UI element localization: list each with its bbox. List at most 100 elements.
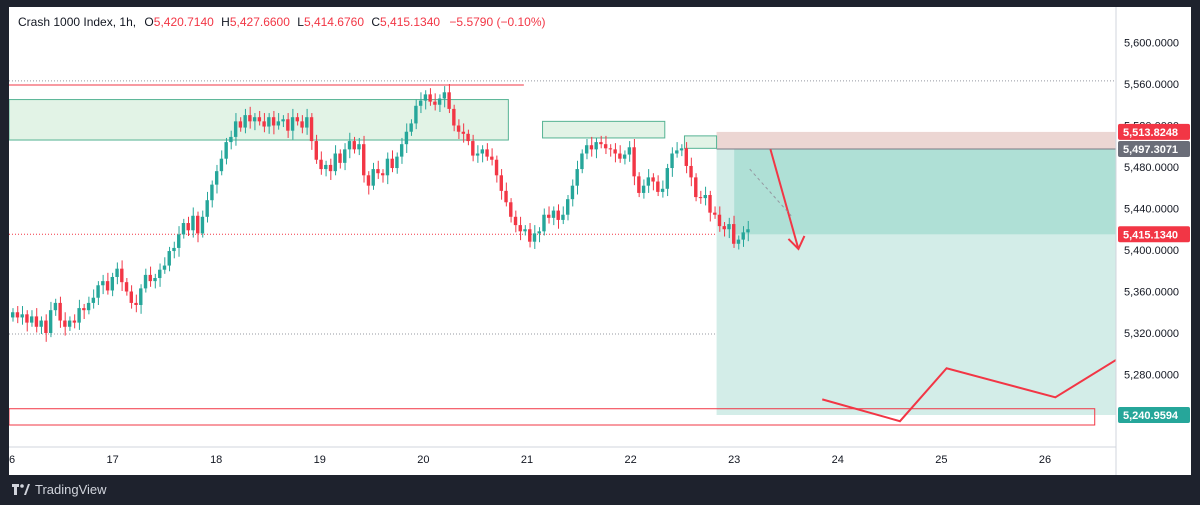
candle-body bbox=[494, 159, 499, 176]
candle-body bbox=[456, 125, 461, 132]
candle-body bbox=[347, 141, 352, 150]
candle-body bbox=[613, 149, 617, 154]
candle-body bbox=[371, 169, 375, 186]
high-value: 5,427.6600 bbox=[229, 15, 290, 29]
candle-body bbox=[105, 281, 110, 291]
y-tick-label: 5,320.0000 bbox=[1124, 328, 1179, 340]
candle-body bbox=[148, 274, 152, 282]
chart-area[interactable]: 5,600.00005,560.00005,520.00005,480.0000… bbox=[9, 7, 1191, 475]
high-label: H bbox=[221, 15, 230, 29]
candle-body bbox=[694, 177, 698, 198]
candle-body bbox=[466, 133, 470, 142]
candle-body bbox=[333, 153, 337, 172]
candle-body bbox=[689, 165, 693, 178]
supply-zone-1 bbox=[542, 120, 666, 139]
candle-body bbox=[143, 274, 148, 289]
candle-body bbox=[499, 175, 503, 191]
candle-body bbox=[11, 312, 15, 318]
candle-body bbox=[390, 158, 394, 169]
tradingview-logo-icon bbox=[12, 483, 30, 495]
candle-body bbox=[584, 145, 589, 154]
candle-body bbox=[594, 142, 598, 150]
candle-body bbox=[53, 302, 58, 311]
candle-body bbox=[305, 117, 309, 128]
candle-body bbox=[120, 268, 124, 283]
candle-body bbox=[25, 314, 29, 323]
candle-body bbox=[433, 101, 437, 105]
candle-body bbox=[656, 181, 660, 192]
candle-body bbox=[376, 169, 380, 174]
candle-body bbox=[352, 141, 356, 150]
candle-body bbox=[713, 212, 717, 215]
brand-name: TradingView bbox=[35, 482, 107, 497]
candle-body bbox=[404, 131, 409, 145]
candle-body bbox=[722, 226, 726, 230]
x-tick-label: 22 bbox=[624, 454, 636, 466]
candle-body bbox=[513, 216, 518, 226]
candle-body bbox=[660, 188, 665, 192]
candle-body bbox=[314, 141, 318, 160]
x-tick-label: 17 bbox=[106, 454, 118, 466]
candle-body bbox=[395, 156, 399, 169]
open-label: O bbox=[144, 15, 154, 29]
candle-body bbox=[414, 105, 418, 124]
candle-body bbox=[646, 177, 651, 186]
close-value: 5,415.1340 bbox=[380, 15, 441, 29]
candle-body bbox=[732, 224, 736, 244]
candle-body bbox=[257, 117, 262, 122]
candle-body bbox=[267, 117, 271, 127]
candle-body bbox=[575, 169, 579, 186]
price-tag-bg bbox=[1118, 407, 1190, 424]
candle-body bbox=[276, 121, 281, 126]
x-tick-label: 25 bbox=[935, 454, 947, 466]
y-tick-label: 5,600.0000 bbox=[1124, 38, 1179, 50]
candle-body bbox=[324, 164, 328, 170]
dashed-projection bbox=[749, 168, 792, 217]
candle-body bbox=[34, 316, 39, 327]
candle-body bbox=[262, 121, 266, 127]
candle-body bbox=[20, 314, 24, 318]
candle-body bbox=[96, 285, 100, 298]
candle-body bbox=[537, 231, 541, 234]
y-tick-label: 5,560.0000 bbox=[1124, 79, 1179, 91]
candle-body bbox=[703, 195, 707, 199]
candle-body bbox=[205, 200, 209, 217]
candle-body bbox=[243, 115, 247, 128]
candle-body bbox=[509, 202, 513, 217]
candle-body bbox=[295, 117, 300, 122]
candle-body bbox=[580, 153, 584, 170]
candle-body bbox=[556, 210, 560, 220]
stop-loss-zone bbox=[716, 131, 1118, 150]
candle-body bbox=[281, 119, 285, 122]
candle-body bbox=[67, 320, 72, 327]
candle-body bbox=[153, 278, 157, 282]
candle-body bbox=[101, 281, 105, 286]
candle-body bbox=[518, 225, 522, 232]
candle-body bbox=[210, 184, 214, 201]
price-tag-label: 5,415.1340 bbox=[1123, 229, 1178, 241]
candle-body bbox=[15, 312, 20, 318]
candle-body bbox=[290, 117, 295, 131]
candle-body bbox=[442, 92, 447, 99]
candle-body bbox=[428, 94, 432, 102]
candle-body bbox=[651, 177, 655, 182]
price-chart[interactable]: 5,600.00005,560.00005,520.00005,480.0000… bbox=[9, 7, 1191, 475]
ohlc-legend: Crash 1000 Index, 1h, O5,420.7140 H5,427… bbox=[18, 15, 546, 29]
brand[interactable]: TradingView bbox=[12, 482, 107, 497]
candle-body bbox=[82, 308, 86, 311]
x-tick-label: 19 bbox=[314, 454, 326, 466]
x-tick-label: 6 bbox=[9, 454, 15, 466]
candle-body bbox=[48, 310, 53, 333]
candle-body bbox=[91, 297, 96, 303]
candle-body bbox=[271, 117, 276, 126]
candle-body bbox=[532, 233, 537, 242]
candle-body bbox=[77, 308, 81, 323]
price-tag-label: 5,497.3071 bbox=[1123, 144, 1178, 156]
candle-body bbox=[172, 247, 176, 252]
candle-body bbox=[637, 176, 641, 193]
candle-body bbox=[622, 154, 627, 159]
candle-body bbox=[366, 175, 371, 186]
price-tag-bg bbox=[1118, 226, 1190, 243]
candle-body bbox=[385, 158, 390, 176]
low-value: 5,414.6760 bbox=[303, 15, 364, 29]
